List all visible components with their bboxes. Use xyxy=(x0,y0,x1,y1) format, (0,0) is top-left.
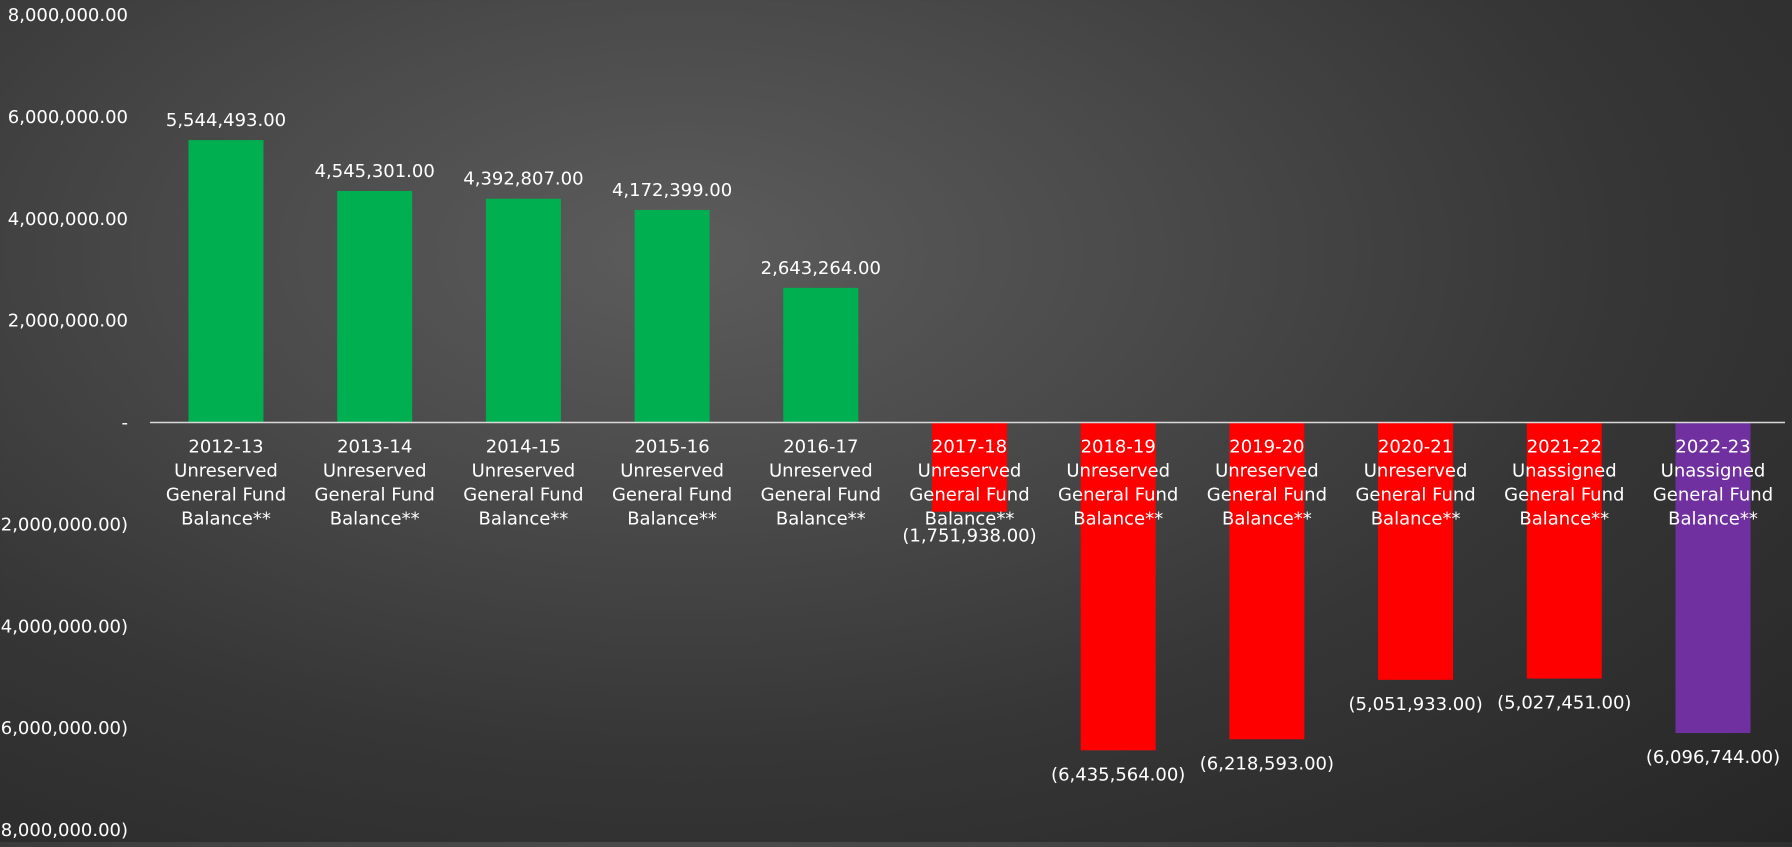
y-tick-label: 6,000,000.00 xyxy=(8,107,128,128)
y-tick-label: - xyxy=(122,413,129,434)
x-tick-label-line: Unreserved xyxy=(918,461,1022,482)
data-label: (5,051,933.00) xyxy=(1348,694,1482,715)
x-tick-label-line: Unreserved xyxy=(620,461,724,482)
x-tick-label-line: General Fund xyxy=(1207,485,1327,506)
bar xyxy=(1675,422,1751,734)
x-tick-label-line: General Fund xyxy=(315,485,435,506)
data-label: (6,218,593.00) xyxy=(1200,753,1334,774)
data-label: (6,096,744.00) xyxy=(1646,747,1780,768)
data-label: 4,172,399.00 xyxy=(612,180,732,201)
x-tick-label-line: Balance** xyxy=(776,509,866,530)
x-tick-label-line: 2015-16 xyxy=(634,437,709,458)
bar xyxy=(1378,422,1454,680)
x-tick-label: 2012-13 Unreserved General Fund Balance** xyxy=(166,437,286,530)
x-tick-label-line: General Fund xyxy=(463,485,583,506)
x-tick-label-line: 2014-15 xyxy=(486,437,561,458)
x-tick-label: 2022-23 Unassigned General Fund Balance** xyxy=(1653,437,1773,530)
data-label: 5,544,493.00 xyxy=(166,110,286,131)
bar xyxy=(188,140,264,423)
y-tick-label: 4,000,000.00 xyxy=(8,209,128,230)
x-tick-label: 2013-14 Unreserved General Fund Balance** xyxy=(315,437,435,530)
x-tick-label: 2021-22 Unassigned General Fund Balance** xyxy=(1504,437,1624,530)
data-label: (5,027,451.00) xyxy=(1497,693,1631,714)
x-tick-label-line: 2017-18 xyxy=(932,437,1007,458)
x-tick-label-line: Unreserved xyxy=(769,461,873,482)
x-tick-label-line: 2012-13 xyxy=(188,437,263,458)
x-tick-label-line: Balance** xyxy=(1073,509,1163,530)
x-tick-label-line: Unreserved xyxy=(1364,461,1468,482)
x-tick-label-line: General Fund xyxy=(761,485,881,506)
x-tick-label-line: Balance** xyxy=(330,509,420,530)
data-label: 4,545,301.00 xyxy=(315,161,435,182)
x-tick-label: 2020-21 Unreserved General Fund Balance** xyxy=(1355,437,1475,530)
x-tick-label-line: Unreserved xyxy=(472,461,576,482)
x-tick-label-line: 2022-23 xyxy=(1675,437,1750,458)
x-tick-label-line: 2016-17 xyxy=(783,437,858,458)
x-tick-label: 2017-18 Unreserved General Fund Balance** xyxy=(909,437,1029,530)
x-tick-label-line: Unreserved xyxy=(1066,461,1170,482)
x-tick-label-line: General Fund xyxy=(166,485,286,506)
bar xyxy=(932,422,1007,512)
x-tick-label: 2019-20 Unreserved General Fund Balance** xyxy=(1207,437,1327,530)
x-tick-label: 2016-17 Unreserved General Fund Balance** xyxy=(761,437,881,530)
x-tick-label-line: General Fund xyxy=(1355,485,1475,506)
x-tick-label-line: Balance** xyxy=(1668,509,1758,530)
x-tick-label-line: Balance** xyxy=(1371,509,1461,530)
data-label: (1,751,938.00) xyxy=(902,526,1036,547)
x-tick-label-line: Unassigned xyxy=(1661,461,1766,482)
bar xyxy=(1080,422,1156,751)
x-tick-label-line: Unreserved xyxy=(323,461,427,482)
y-tick-label: 8,000,000.00 xyxy=(8,5,128,26)
x-tick-label-line: Balance** xyxy=(181,509,271,530)
x-tick-label-line: Balance** xyxy=(1222,509,1312,530)
x-tick-label-line: Balance** xyxy=(925,509,1015,530)
bar xyxy=(1526,422,1602,679)
x-tick-label: 2018-19 Unreserved General Fund Balance** xyxy=(1058,437,1178,530)
x-tick-label-line: General Fund xyxy=(1653,485,1773,506)
data-label: 4,392,807.00 xyxy=(463,169,583,190)
bar xyxy=(783,287,859,423)
bar xyxy=(1229,422,1305,740)
x-tick-label-line: Balance** xyxy=(627,509,717,530)
x-tick-label-line: 2018-19 xyxy=(1081,437,1156,458)
x-tick-label-line: 2013-14 xyxy=(337,437,412,458)
x-tick-label-line: General Fund xyxy=(1504,485,1624,506)
bar xyxy=(634,209,710,423)
x-tick-label-line: General Fund xyxy=(612,485,732,506)
x-tick-label-line: Balance** xyxy=(479,509,569,530)
y-tick-label: (4,000,000.00) xyxy=(0,616,128,637)
x-tick-label-line: 2019-20 xyxy=(1229,437,1304,458)
y-tick-label: (8,000,000.00) xyxy=(0,820,128,841)
x-tick-label: 2015-16 Unreserved General Fund Balance** xyxy=(612,437,732,530)
x-tick-label-line: Unassigned xyxy=(1512,461,1617,482)
y-tick-label: 2,000,000.00 xyxy=(8,311,128,332)
data-label: (6,435,564.00) xyxy=(1051,764,1185,785)
x-tick-label-line: Unreserved xyxy=(174,461,278,482)
bar xyxy=(337,190,413,423)
x-tick-label-line: 2021-22 xyxy=(1527,437,1602,458)
y-tick-label: (6,000,000.00) xyxy=(0,718,128,739)
x-tick-label-line: Unreserved xyxy=(1215,461,1319,482)
x-tick-label-line: General Fund xyxy=(909,485,1029,506)
x-tick-label-line: Balance** xyxy=(1519,509,1609,530)
bar xyxy=(485,198,561,423)
x-tick-label-line: General Fund xyxy=(1058,485,1178,506)
x-tick-label: 2014-15 Unreserved General Fund Balance** xyxy=(463,437,583,530)
y-tick-label: (2,000,000.00) xyxy=(0,514,128,535)
data-label: 2,643,264.00 xyxy=(761,258,881,279)
x-tick-label-line: 2020-21 xyxy=(1378,437,1453,458)
